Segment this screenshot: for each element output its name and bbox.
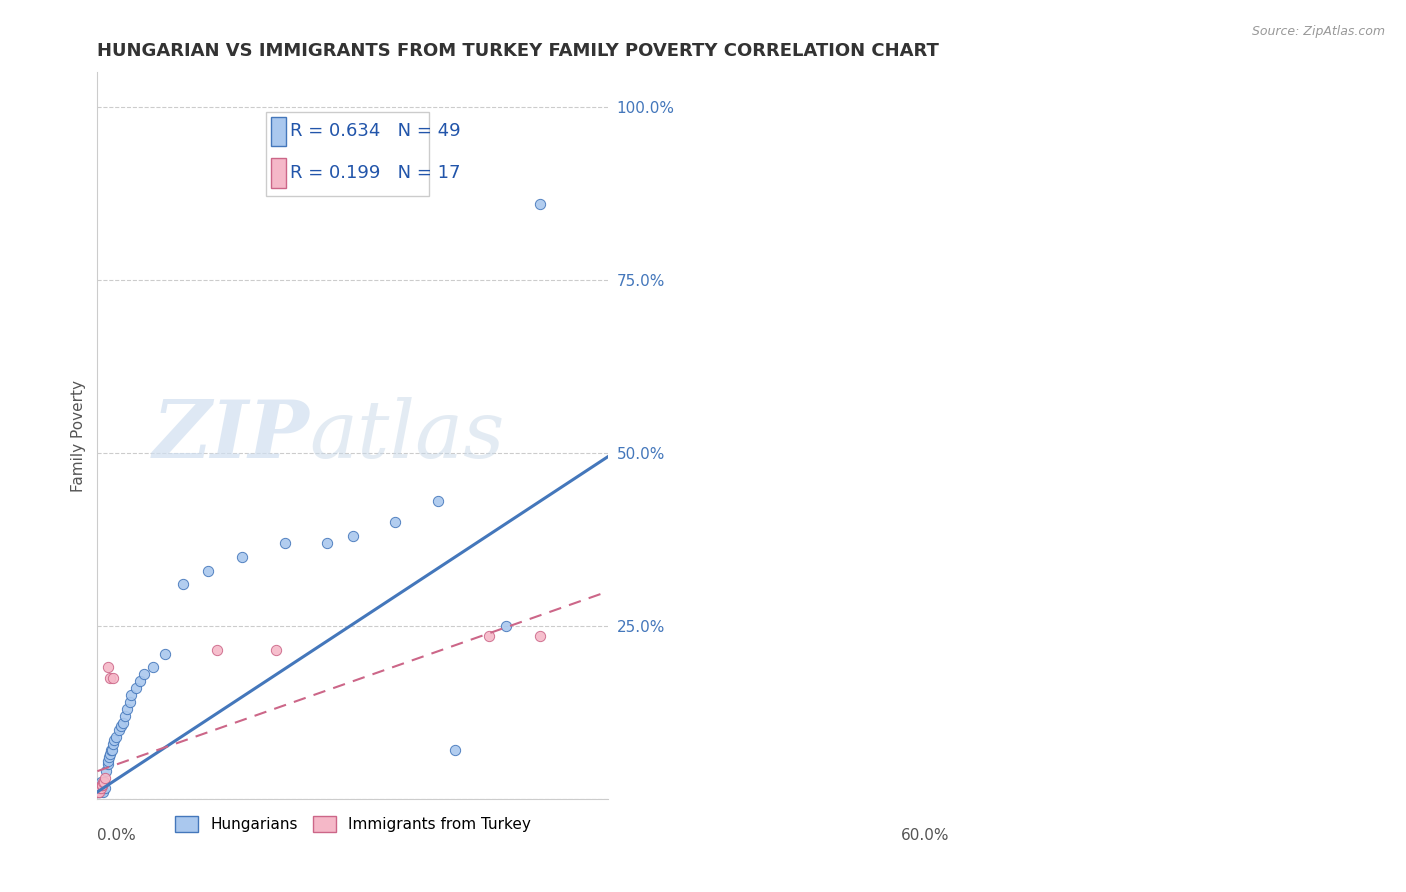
Point bbox=[105, 730, 128, 744]
Point bbox=[89, 785, 111, 799]
Point bbox=[142, 660, 165, 674]
Point bbox=[90, 778, 112, 792]
Text: 60.0%: 60.0% bbox=[900, 828, 949, 843]
Point bbox=[87, 778, 110, 792]
Point bbox=[97, 754, 120, 768]
Point bbox=[94, 781, 117, 796]
Point bbox=[495, 619, 517, 633]
Y-axis label: Family Poverty: Family Poverty bbox=[72, 380, 86, 491]
Point bbox=[90, 781, 112, 796]
Point bbox=[89, 781, 111, 796]
Point bbox=[87, 785, 110, 799]
Point bbox=[91, 778, 114, 792]
Point bbox=[197, 564, 219, 578]
Point bbox=[129, 674, 152, 689]
Point bbox=[87, 778, 110, 792]
Point bbox=[384, 515, 406, 529]
Point bbox=[231, 549, 253, 564]
Point bbox=[205, 643, 228, 657]
Point bbox=[111, 715, 134, 730]
Text: HUNGARIAN VS IMMIGRANTS FROM TURKEY FAMILY POVERTY CORRELATION CHART: HUNGARIAN VS IMMIGRANTS FROM TURKEY FAMI… bbox=[97, 42, 939, 60]
Point bbox=[115, 702, 138, 716]
Point bbox=[316, 536, 339, 550]
Point bbox=[87, 785, 110, 799]
Point bbox=[101, 743, 124, 757]
Point bbox=[103, 733, 125, 747]
Text: 0.0%: 0.0% bbox=[97, 828, 136, 843]
Point bbox=[93, 774, 115, 789]
Point bbox=[114, 708, 136, 723]
Point bbox=[90, 778, 112, 792]
Point bbox=[107, 723, 129, 737]
Point bbox=[90, 778, 112, 792]
Point bbox=[478, 629, 501, 643]
Point bbox=[87, 781, 110, 796]
Point bbox=[89, 778, 111, 792]
Point bbox=[90, 781, 112, 796]
Point bbox=[100, 743, 122, 757]
Point bbox=[155, 647, 177, 661]
Point bbox=[98, 750, 121, 764]
Point bbox=[91, 785, 114, 799]
Point bbox=[91, 774, 114, 789]
Point bbox=[101, 737, 124, 751]
Point bbox=[134, 667, 156, 681]
Legend: Hungarians, Immigrants from Turkey: Hungarians, Immigrants from Turkey bbox=[169, 810, 537, 838]
Point bbox=[124, 681, 146, 695]
Point bbox=[110, 719, 132, 733]
Point bbox=[90, 774, 112, 789]
Point bbox=[87, 785, 110, 799]
Point bbox=[427, 494, 450, 508]
Point bbox=[91, 778, 114, 792]
Point bbox=[120, 688, 142, 702]
Point bbox=[98, 747, 121, 761]
Point bbox=[444, 743, 467, 757]
Point bbox=[87, 785, 110, 799]
Point bbox=[97, 660, 120, 674]
Point bbox=[273, 536, 295, 550]
Point bbox=[93, 774, 115, 789]
Point bbox=[118, 695, 141, 709]
Point bbox=[97, 757, 120, 772]
Point bbox=[87, 781, 110, 796]
Point bbox=[342, 529, 364, 543]
Point bbox=[94, 764, 117, 779]
Point bbox=[264, 643, 287, 657]
Text: atlas: atlas bbox=[309, 397, 505, 475]
Point bbox=[90, 781, 112, 796]
Point bbox=[94, 771, 117, 785]
Point bbox=[101, 671, 124, 685]
Text: Source: ZipAtlas.com: Source: ZipAtlas.com bbox=[1251, 25, 1385, 38]
Point bbox=[529, 197, 551, 211]
Point bbox=[529, 629, 551, 643]
Text: ZIP: ZIP bbox=[152, 397, 309, 475]
Point bbox=[172, 577, 194, 591]
Point bbox=[98, 671, 121, 685]
